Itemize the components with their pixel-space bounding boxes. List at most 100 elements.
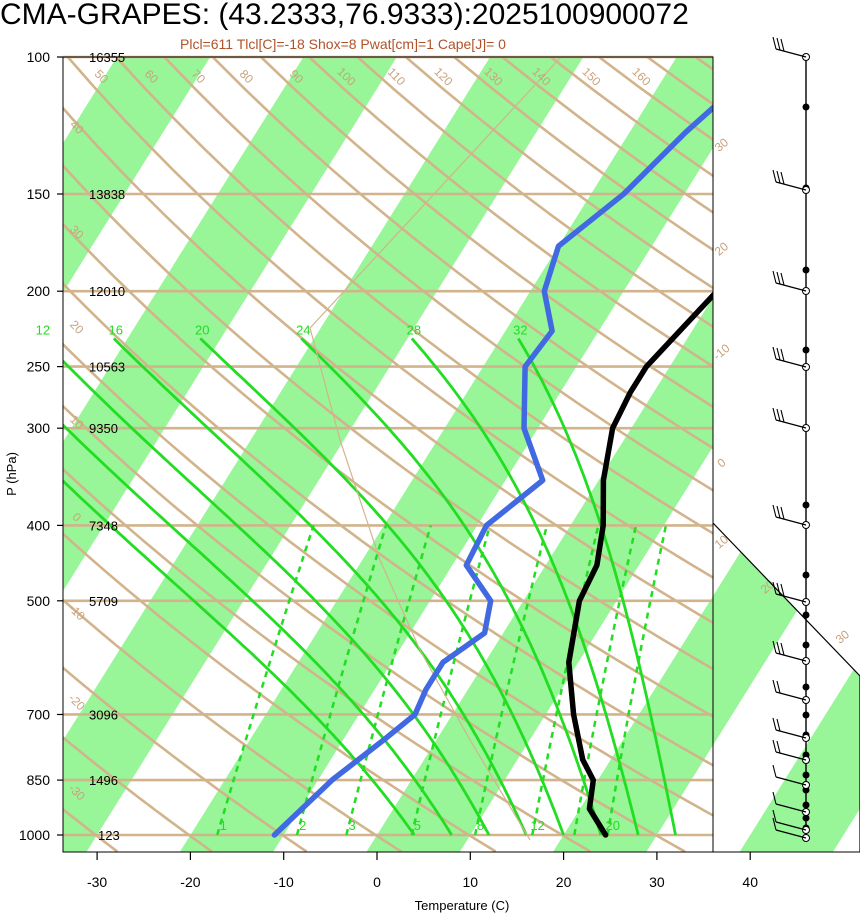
- moist-adiabat-labels: 8121620242832: [36, 322, 528, 337]
- moist-adiabat-label: 20: [195, 322, 209, 337]
- wind-barb-flag: [780, 348, 785, 362]
- mixing-ratio-line: [295, 525, 388, 836]
- pressure-tick-label: 850: [27, 772, 51, 788]
- wind-barb-flag: [772, 764, 777, 778]
- wind-level-dot: [802, 611, 810, 619]
- height-label: 7348: [89, 518, 118, 533]
- isotherm-band: [552, 595, 713, 852]
- mixing-ratio-lines: [216, 525, 668, 836]
- mixing-ratio-line: [345, 525, 433, 836]
- height-label: 10563: [89, 360, 125, 375]
- wind-barb-shaft: [775, 593, 807, 603]
- height-label: 16355: [89, 50, 125, 65]
- moist-adiabat-line: [300, 337, 603, 836]
- wind-barb-flag: [776, 408, 781, 422]
- wind-barb-flag: [772, 739, 777, 753]
- height-label: 9350: [89, 421, 118, 436]
- moist-adiabat-line: [199, 337, 565, 836]
- pressure-tick-label: 200: [27, 283, 51, 299]
- wind-barb-flag: [776, 37, 781, 51]
- wind-barb-flag: [776, 641, 781, 655]
- wind-barb-flag: [772, 36, 777, 50]
- mixing-ratio-line: [606, 525, 668, 836]
- wind-barb-flag: [776, 170, 781, 184]
- pressure-tick-label: 1000: [19, 827, 50, 843]
- wind-barb-shaft: [775, 803, 807, 813]
- temperature-tick-label: -20: [180, 874, 200, 890]
- wind-barb-flag: [772, 581, 777, 595]
- height-label: 1496: [89, 773, 118, 788]
- y-axis-label: P (hPa): [4, 452, 19, 496]
- temperature-tick-label: -10: [274, 874, 294, 890]
- x-axis: -30 -20 -10 0 10 20 30 40 Temperature (C): [87, 852, 758, 913]
- wind-level-dot: [802, 266, 810, 274]
- mixing-ratio-labels: 1 2 3 5 8 12 20: [220, 818, 620, 833]
- wind-barb-shaft: [775, 181, 807, 191]
- pressure-tick-label: 250: [27, 359, 51, 375]
- wind-barb-flag: [780, 409, 785, 423]
- height-label: 13838: [89, 187, 125, 202]
- chart-subtitle: Plcl=611 Tlcl[C]=-18 Shox=8 Pwat[cm]=1 C…: [180, 36, 506, 52]
- wind-barb-flag: [780, 642, 785, 656]
- mixing-ratio-label: 20: [606, 818, 620, 833]
- wind-barb-shaft: [775, 516, 807, 526]
- wind-barb-shaft: [775, 282, 807, 292]
- wind-level-dot: [802, 501, 810, 509]
- wind-panel-border: [712, 522, 860, 852]
- isotherm-band: [63, 57, 397, 591]
- mixing-ratio-label: 1: [220, 818, 227, 833]
- mixing-ratio-label: 2: [299, 818, 306, 833]
- isotherm-label-right: 30: [833, 627, 852, 647]
- wind-barb-flag: [776, 347, 781, 361]
- wind-barb-flag: [780, 272, 785, 286]
- dry-adiabat-line: [63, 532, 497, 852]
- wind-barb-shaft: [775, 829, 807, 839]
- isotherm-band: [725, 523, 860, 852]
- moist-adiabat-line: [63, 479, 416, 836]
- wind-barb-flag: [780, 506, 785, 520]
- pressure-tick-label: 100: [27, 49, 51, 65]
- x-axis-label: Temperature (C): [415, 898, 510, 913]
- wind-barb-shaft: [775, 419, 807, 429]
- wind-barb-flag: [776, 740, 781, 754]
- wind-barb-flag: [780, 583, 785, 597]
- plot-frame: [62, 56, 714, 853]
- wind-barb-flag: [776, 505, 781, 519]
- moist-adiabat-label: 32: [513, 322, 527, 337]
- temperature-tick-label: 10: [463, 874, 479, 890]
- isotherm-label-right: 20: [712, 239, 731, 259]
- isotherm-band: [63, 57, 211, 293]
- wind-barb-flag: [776, 582, 781, 596]
- moist-adiabat-line: [63, 423, 453, 836]
- mixing-ratio-label: 3: [348, 818, 355, 833]
- height-label: 123: [98, 828, 120, 843]
- parcel-line: [309, 57, 561, 329]
- pressure-tick-label: 700: [27, 706, 51, 722]
- wind-barb-shaft: [775, 652, 807, 662]
- chart-title: CMA-GRAPES: (43.2333,76.9333):2025100900…: [0, 0, 689, 31]
- wind-barb-shaft: [775, 48, 807, 58]
- temperature-tick-label: 40: [742, 874, 758, 890]
- dry-adiabat-line: [63, 735, 213, 852]
- moist-adiabat-line: [63, 359, 491, 836]
- wind-level-dot: [802, 641, 810, 649]
- wind-barb-flag: [776, 718, 781, 732]
- temperature-tick-label: 20: [556, 874, 572, 890]
- wind-level-dot: [802, 771, 810, 779]
- mixing-ratio-line: [573, 525, 638, 836]
- isotherm-band: [0, 17, 49, 875]
- wind-level-dot: [802, 711, 810, 719]
- isotherm-label-right: 0: [714, 455, 728, 470]
- wind-barb-flag: [772, 717, 777, 731]
- moist-adiabat-line: [517, 337, 677, 836]
- wind-barbs: [772, 36, 810, 842]
- isotherm-label-right: -10: [710, 341, 733, 363]
- wind-level-dot: [802, 346, 810, 354]
- wind-barb-flag: [772, 817, 777, 831]
- temperature-tick-label: -30: [87, 874, 107, 890]
- isotherm-band: [179, 57, 713, 852]
- wind-level-dot: [802, 801, 810, 809]
- wind-level-dot: [802, 683, 810, 691]
